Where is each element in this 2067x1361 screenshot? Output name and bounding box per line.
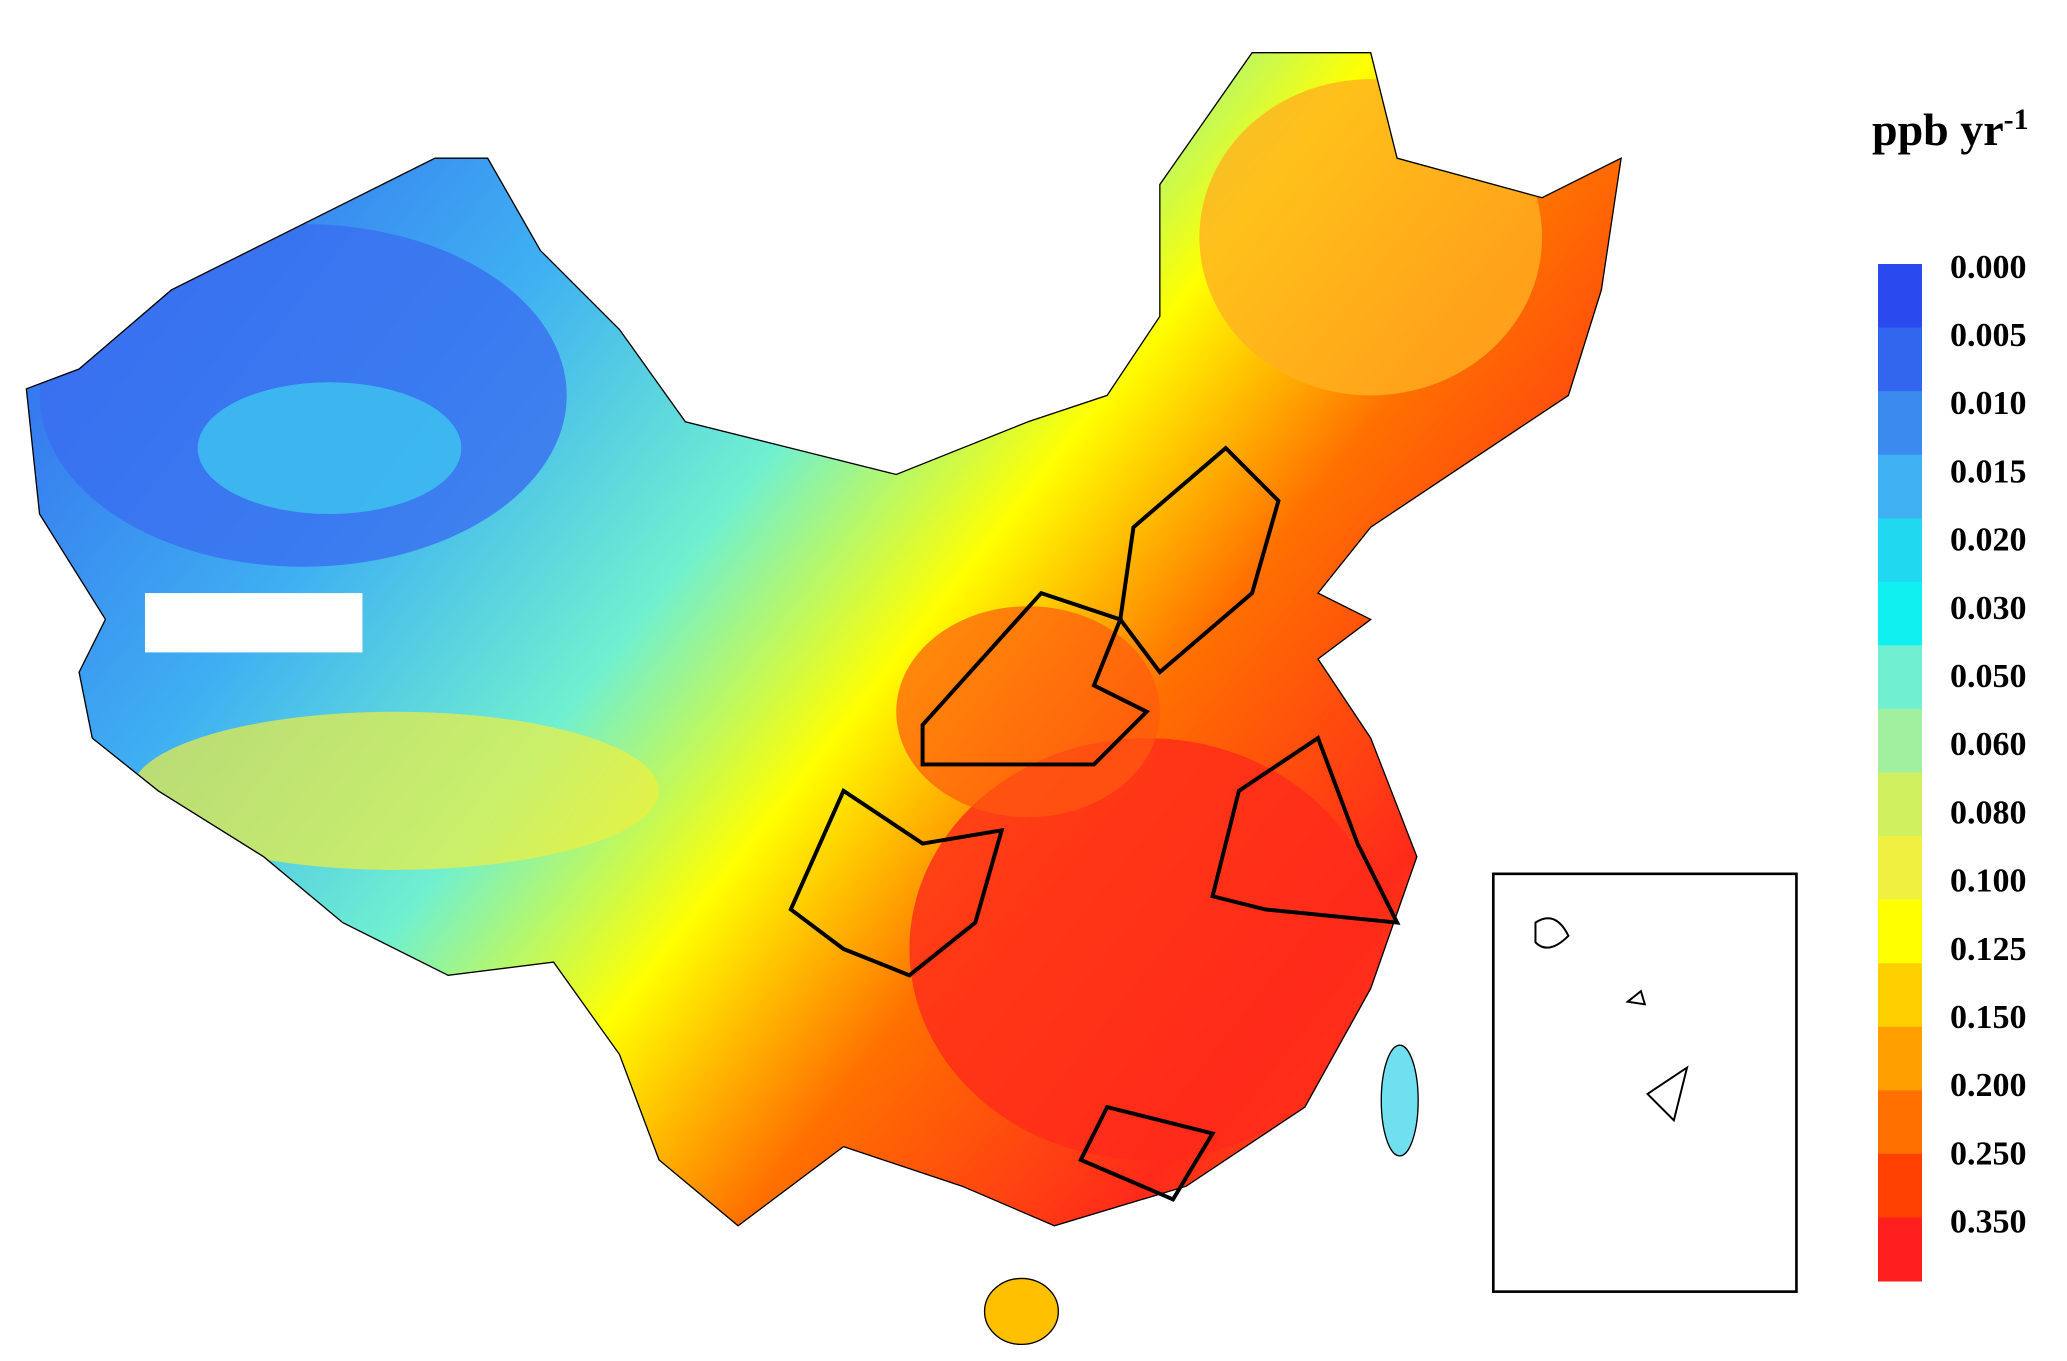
- legend-title-superscript: -1: [2004, 103, 2029, 136]
- colorbar-segment: [1878, 327, 1922, 392]
- colorbar-segment: [1878, 645, 1922, 710]
- colorbar-label: 0.080: [1950, 794, 2027, 831]
- colorbar-label: 0.150: [1950, 999, 2027, 1036]
- colorbar-label: 0.010: [1950, 385, 2027, 422]
- colorbar-segment: [1878, 518, 1922, 583]
- colorbar-segment: [1878, 963, 1922, 1028]
- colorbar-label: 0.015: [1950, 453, 2027, 490]
- map: [25, 52, 1798, 1346]
- colorbar-segment: [1878, 391, 1922, 456]
- colorbar-label: 0.000: [1950, 249, 2027, 286]
- colorbar-segment: [1878, 708, 1922, 773]
- colorbar-segment: [1878, 772, 1922, 837]
- colorbar-label: 0.350: [1950, 1204, 2027, 1241]
- inset-map: [1491, 872, 1798, 1293]
- colorbar-label: 0.125: [1950, 931, 2027, 968]
- colorbar-segment: [1878, 836, 1922, 901]
- colorbar-segment: [1878, 264, 1922, 329]
- legend-title: ppb yr-1: [1872, 103, 2029, 155]
- colorbar-segment: [1878, 454, 1922, 519]
- colorbar-label: 0.250: [1950, 1135, 2027, 1172]
- colorbar: 0.000 0.005 0.010 0.015 0.020 0.030 0.050 0.060…: [1878, 249, 2027, 1282]
- colorbar-label: 0.030: [1950, 590, 2027, 627]
- colorbar-segment: [1878, 899, 1922, 964]
- colorbar-label: 0.060: [1950, 726, 2027, 763]
- colorbar-label: 0.005: [1950, 317, 2027, 354]
- colorbar-label: 0.100: [1950, 863, 2027, 900]
- legend-title-text: ppb yr: [1872, 104, 2004, 155]
- colorbar-segment: [1878, 1153, 1922, 1218]
- colorbar-segment: [1878, 1217, 1922, 1282]
- colorbar-label: 0.200: [1950, 1067, 2027, 1104]
- colorbar-label: 0.020: [1950, 522, 2027, 559]
- colorbar-label: 0.050: [1950, 658, 2027, 695]
- colorbar-segment: [1878, 581, 1922, 646]
- colorbar-segment: [1878, 1090, 1922, 1155]
- colorbar-segment: [1878, 1026, 1922, 1091]
